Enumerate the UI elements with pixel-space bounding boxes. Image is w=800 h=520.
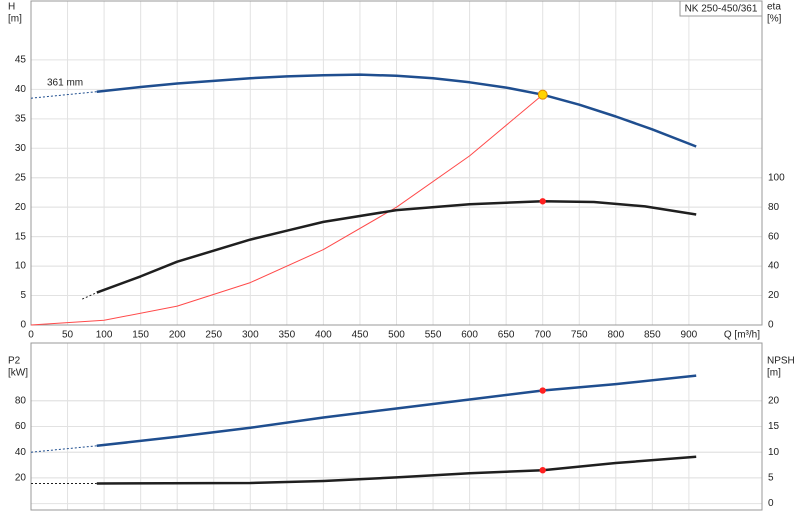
y-tick-label: 60	[15, 421, 27, 432]
x-tick-label: 150	[132, 330, 149, 341]
x-tick-label: 600	[461, 330, 478, 341]
x-axis-title: Q [m³/h]	[724, 330, 760, 341]
y2-axis-title: [%]	[767, 14, 782, 25]
x-tick-label: 700	[534, 330, 551, 341]
y-tick-label: 10	[15, 261, 27, 272]
y-tick-label: 15	[15, 231, 27, 242]
y2-tick-label: 0	[768, 320, 774, 331]
curve	[96, 374, 697, 448]
y2-tick-label: 40	[768, 261, 780, 272]
x-tick-label: 500	[388, 330, 405, 341]
y2-tick-label: 60	[768, 231, 780, 242]
y2-axis-title: eta	[767, 2, 781, 13]
y-axis-title: H	[8, 2, 15, 13]
y-axis-title: [m]	[8, 14, 22, 25]
curve	[96, 455, 697, 485]
y2-axis-title: [m]	[767, 368, 781, 379]
y-tick-label: 20	[15, 202, 27, 213]
y-tick-label: 0	[20, 320, 26, 331]
curve	[96, 73, 697, 148]
curve	[81, 292, 98, 300]
curve	[30, 445, 97, 453]
y2-tick-label: 80	[768, 202, 780, 213]
y2-tick-label: 5	[768, 473, 774, 484]
curve	[30, 94, 544, 326]
x-tick-label: 50	[62, 330, 74, 341]
y-tick-label: 25	[15, 172, 27, 183]
plot: 0 50 100 150 200 250 300 350 400 450 500 550 600 650 7…	[8, 0, 785, 341]
y2-axis-title: NPSH	[767, 356, 795, 367]
y-axis-title: [kW]	[8, 368, 28, 379]
duty-point	[539, 466, 546, 474]
y2-tick-label: 10	[768, 447, 780, 458]
y-tick-label: 40	[15, 447, 27, 458]
x-tick-label: 250	[205, 330, 222, 341]
x-tick-label: 200	[169, 330, 186, 341]
y-tick-label: 45	[15, 55, 27, 66]
y2-tick-label: 15	[768, 421, 780, 432]
plot-frame	[30, 342, 763, 511]
duty-point	[539, 198, 546, 205]
y-tick-label: 30	[15, 143, 27, 154]
annotation: 361 mm	[47, 78, 83, 89]
duty-point	[539, 387, 546, 394]
x-tick-label: 750	[571, 330, 588, 341]
x-tick-label: 650	[498, 330, 515, 341]
y-axis-title: P2	[8, 356, 21, 367]
x-tick-label: 400	[315, 330, 332, 341]
y-tick-label: 80	[15, 395, 27, 406]
x-tick-label: 800	[607, 330, 624, 341]
curve	[96, 200, 697, 294]
y-tick-label: 35	[15, 113, 27, 124]
y-tick-label: 5	[20, 290, 26, 301]
plot: 20 40 60 80 0 5 10 15 20 P2[kW] NPSH[m]	[8, 342, 795, 511]
x-tick-label: 300	[242, 330, 259, 341]
x-tick-label: 550	[425, 330, 442, 341]
x-tick-label: 350	[279, 330, 296, 341]
y2-tick-label: 20	[768, 290, 780, 301]
model-box	[679, 0, 763, 17]
x-tick-label: 900	[681, 330, 698, 341]
x-tick-label: 100	[96, 330, 113, 341]
x-tick-label: 0	[28, 330, 34, 341]
y-tick-label: 20	[15, 473, 27, 484]
x-tick-label: 850	[644, 330, 661, 341]
model-label: NK 250-450/361	[685, 4, 758, 15]
y-tick-label: 40	[15, 84, 27, 95]
x-tick-label: 450	[352, 330, 369, 341]
y2-tick-label: 0	[768, 498, 774, 509]
curve	[30, 91, 97, 99]
y2-tick-label: 20	[768, 395, 780, 406]
plot-frame	[30, 0, 763, 326]
y2-tick-label: 100	[768, 172, 785, 183]
duty-point	[537, 89, 548, 100]
